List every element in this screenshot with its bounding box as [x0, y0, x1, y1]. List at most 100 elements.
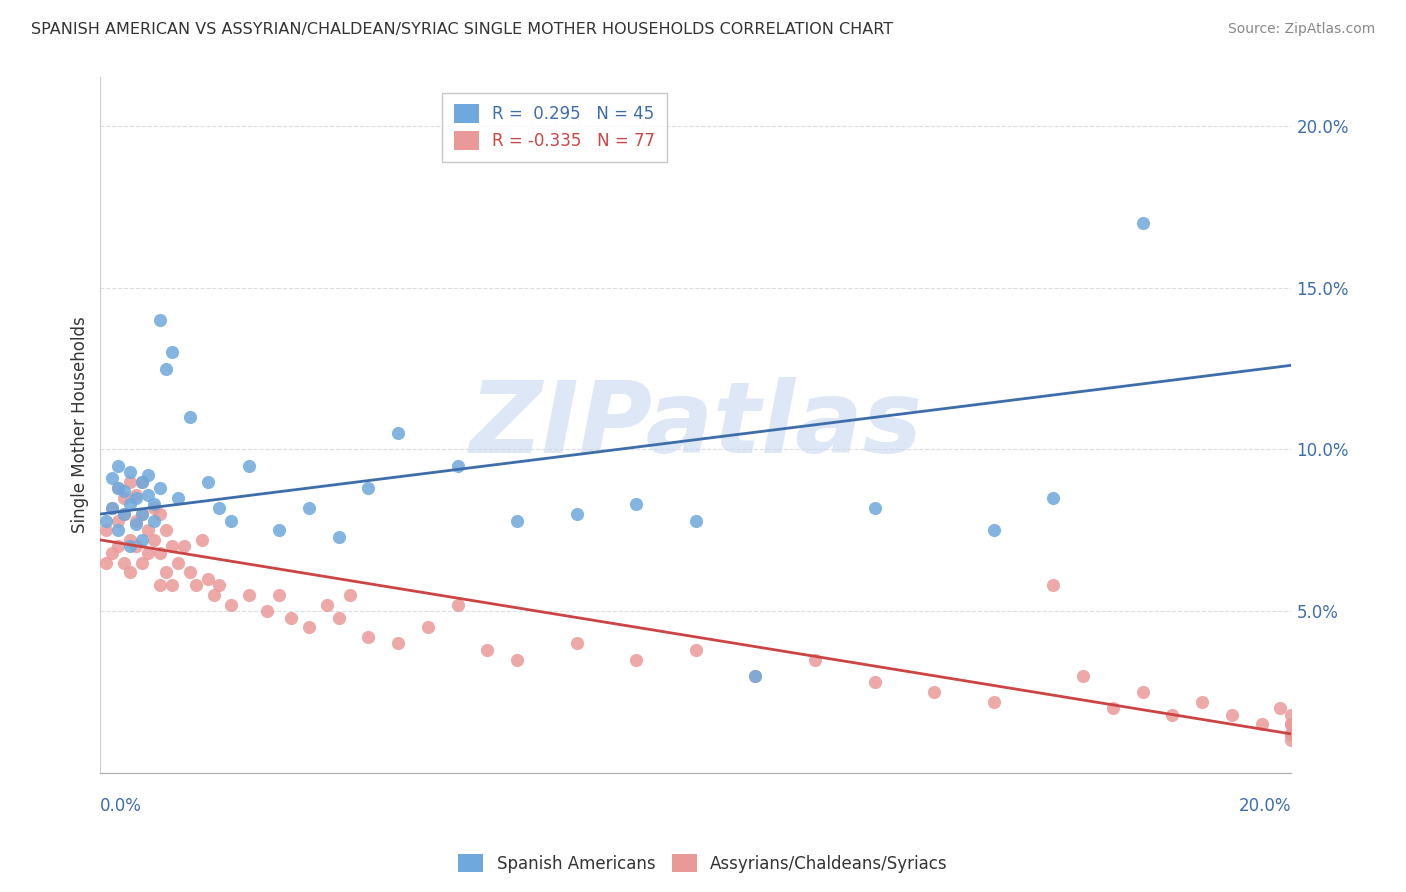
- Point: [136, 546, 159, 560]
- Point: [155, 566, 177, 580]
- Point: [387, 426, 409, 441]
- Point: [101, 546, 124, 560]
- Point: [160, 540, 183, 554]
- Point: [166, 491, 188, 505]
- Point: [112, 507, 135, 521]
- Point: [804, 652, 827, 666]
- Point: [107, 481, 129, 495]
- Point: [1281, 727, 1303, 741]
- Point: [197, 475, 219, 489]
- Point: [107, 540, 129, 554]
- Point: [112, 556, 135, 570]
- Point: [202, 588, 225, 602]
- Point: [120, 566, 142, 580]
- Point: [131, 556, 153, 570]
- Legend: R =  0.295   N = 45, R = -0.335   N = 77: R = 0.295 N = 45, R = -0.335 N = 77: [443, 93, 666, 161]
- Point: [565, 507, 588, 521]
- Point: [208, 578, 231, 592]
- Point: [149, 481, 172, 495]
- Point: [197, 572, 219, 586]
- Point: [120, 497, 142, 511]
- Point: [96, 514, 118, 528]
- Point: [125, 514, 148, 528]
- Point: [744, 669, 766, 683]
- Point: [1281, 717, 1303, 731]
- Point: [1161, 707, 1184, 722]
- Point: [1281, 733, 1303, 747]
- Point: [1220, 707, 1243, 722]
- Point: [1071, 669, 1094, 683]
- Point: [477, 643, 499, 657]
- Point: [131, 475, 153, 489]
- Y-axis label: Single Mother Households: Single Mother Households: [72, 317, 89, 533]
- Point: [267, 523, 290, 537]
- Point: [101, 500, 124, 515]
- Point: [125, 516, 148, 531]
- Point: [112, 491, 135, 505]
- Point: [267, 588, 290, 602]
- Point: [1281, 707, 1303, 722]
- Point: [160, 578, 183, 592]
- Point: [506, 514, 529, 528]
- Point: [131, 475, 153, 489]
- Point: [339, 588, 361, 602]
- Point: [120, 540, 142, 554]
- Point: [107, 481, 129, 495]
- Point: [120, 475, 142, 489]
- Point: [107, 514, 129, 528]
- Point: [96, 523, 118, 537]
- Point: [1281, 727, 1303, 741]
- Point: [142, 533, 165, 547]
- Point: [1042, 578, 1064, 592]
- Point: [160, 345, 183, 359]
- Point: [112, 507, 135, 521]
- Point: [221, 514, 243, 528]
- Point: [155, 523, 177, 537]
- Text: 20.0%: 20.0%: [1239, 797, 1292, 815]
- Point: [1250, 717, 1272, 731]
- Point: [447, 598, 470, 612]
- Point: [125, 540, 148, 554]
- Point: [922, 685, 945, 699]
- Point: [131, 507, 153, 521]
- Point: [1281, 717, 1303, 731]
- Point: [101, 471, 124, 485]
- Point: [149, 313, 172, 327]
- Point: [983, 523, 1005, 537]
- Point: [173, 540, 195, 554]
- Point: [136, 523, 159, 537]
- Point: [387, 636, 409, 650]
- Point: [120, 533, 142, 547]
- Point: [506, 652, 529, 666]
- Point: [1191, 695, 1213, 709]
- Point: [744, 669, 766, 683]
- Point: [1101, 701, 1123, 715]
- Text: SPANISH AMERICAN VS ASSYRIAN/CHALDEAN/SYRIAC SINGLE MOTHER HOUSEHOLDS CORRELATIO: SPANISH AMERICAN VS ASSYRIAN/CHALDEAN/SY…: [31, 22, 893, 37]
- Text: 0.0%: 0.0%: [100, 797, 142, 815]
- Point: [685, 643, 707, 657]
- Point: [142, 497, 165, 511]
- Point: [120, 465, 142, 479]
- Point: [447, 458, 470, 473]
- Point: [166, 556, 188, 570]
- Point: [328, 610, 350, 624]
- Point: [107, 458, 129, 473]
- Point: [149, 546, 172, 560]
- Point: [208, 500, 231, 515]
- Point: [863, 500, 886, 515]
- Point: [863, 675, 886, 690]
- Text: Source: ZipAtlas.com: Source: ZipAtlas.com: [1227, 22, 1375, 37]
- Point: [125, 488, 148, 502]
- Point: [149, 578, 172, 592]
- Point: [328, 530, 350, 544]
- Legend: Spanish Americans, Assyrians/Chaldeans/Syriacs: Spanish Americans, Assyrians/Chaldeans/S…: [451, 847, 955, 880]
- Point: [179, 566, 201, 580]
- Point: [101, 500, 124, 515]
- Text: ZIPatlas: ZIPatlas: [470, 376, 922, 474]
- Point: [131, 507, 153, 521]
- Point: [179, 410, 201, 425]
- Point: [238, 458, 260, 473]
- Point: [184, 578, 207, 592]
- Point: [221, 598, 243, 612]
- Point: [298, 500, 321, 515]
